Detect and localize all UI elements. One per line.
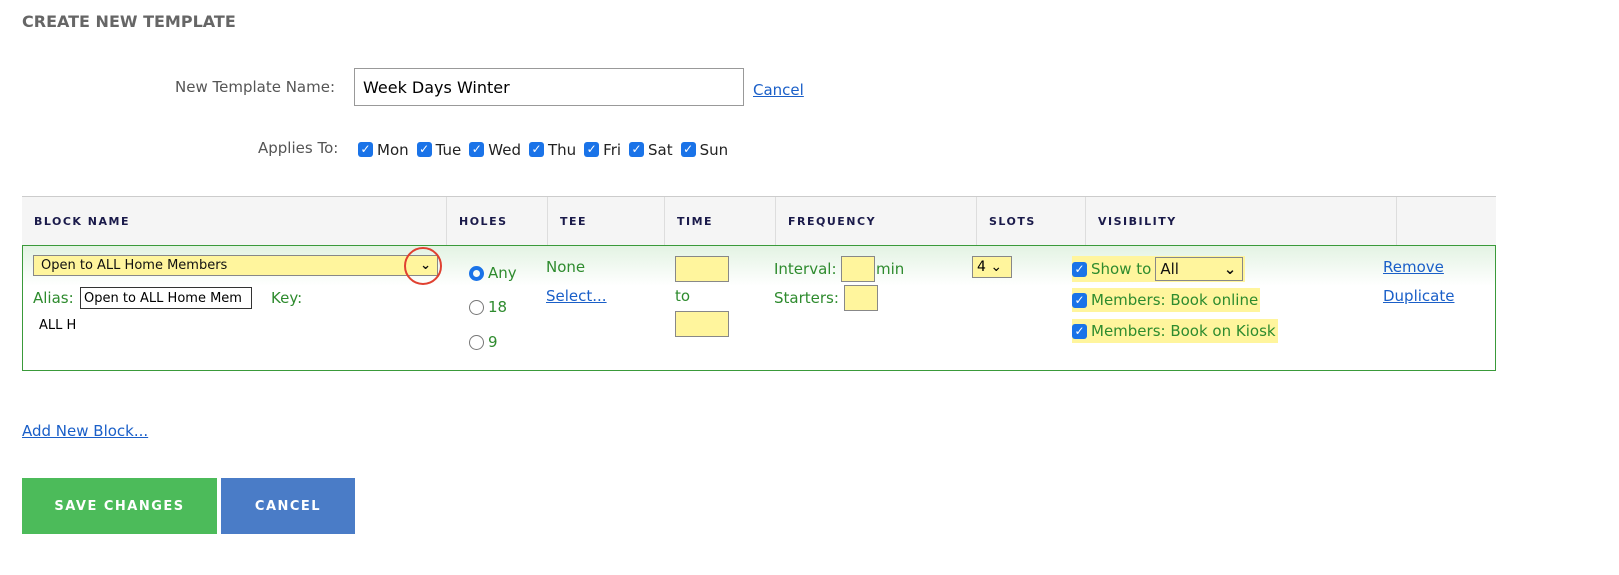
checkbox-icon[interactable]: ✓ [1072, 323, 1087, 339]
alias-label: Alias: [33, 289, 74, 307]
col-frequency: FREQUENCY [775, 196, 977, 246]
checkbox-icon[interactable]: ✓ [584, 142, 600, 157]
remove-link[interactable]: Remove [1383, 258, 1444, 276]
cancel-button[interactable]: CANCEL [221, 478, 355, 534]
day-fri[interactable]: ✓ Fri [584, 141, 621, 159]
alias-input[interactable] [80, 287, 252, 309]
day-thu[interactable]: ✓ Thu [528, 141, 576, 159]
checkbox-icon[interactable]: ✓ [1072, 261, 1087, 277]
key-value: ALL H [39, 318, 77, 333]
save-changes-button[interactable]: SAVE CHANGES [22, 478, 217, 534]
col-block-name: BLOCK NAME [22, 196, 447, 246]
radio-icon[interactable] [469, 335, 484, 350]
day-mon[interactable]: ✓ Mon [358, 141, 409, 159]
book-kiosk-option[interactable]: ✓ Members: Book on Kiosk [1072, 319, 1278, 343]
tee-value: None [546, 258, 586, 276]
interval-input[interactable] [841, 256, 875, 282]
days-group: ✓ Mon ✓ Tue ✓ Wed ✓ Thu ✓ Fri ✓ Sat ✓ Sun [358, 138, 736, 159]
holes-9[interactable]: 9 [469, 333, 498, 351]
checkbox-icon[interactable]: ✓ [1072, 292, 1087, 308]
template-name-input[interactable] [354, 68, 744, 106]
day-sat[interactable]: ✓ Sat [629, 141, 673, 159]
day-tue[interactable]: ✓ Tue [416, 141, 461, 159]
show-to-option[interactable]: ✓ Show to All ⌄ [1072, 256, 1246, 282]
applies-to-label: Applies To: [258, 139, 339, 157]
starters-input[interactable] [844, 285, 878, 311]
annotation-circle [404, 247, 442, 285]
blocks-table: BLOCK NAME HOLES TEE TIME FREQUENCY SLOT… [22, 196, 1496, 246]
col-holes: HOLES [446, 196, 548, 246]
template-name-label: New Template Name: [175, 78, 336, 96]
interval-unit: min [876, 260, 905, 278]
checkbox-icon[interactable]: ✓ [416, 142, 432, 157]
add-block-link[interactable]: Add New Block... [22, 422, 149, 440]
chevron-down-icon: ⌄ [1223, 260, 1237, 278]
chevron-down-icon: ⌄ [990, 259, 1003, 275]
col-time: TIME [664, 196, 776, 246]
day-sun[interactable]: ✓ Sun [680, 141, 728, 159]
checkbox-icon[interactable]: ✓ [680, 142, 696, 157]
tee-select-link[interactable]: Select... [546, 287, 607, 305]
starters-label: Starters: [774, 289, 839, 307]
cancel-link[interactable]: Cancel [753, 81, 804, 99]
show-to-select[interactable]: All ⌄ [1155, 257, 1244, 281]
col-visibility: VISIBILITY [1085, 196, 1397, 246]
block-name-select[interactable]: Open to ALL Home Members ⌄ [33, 255, 438, 276]
col-slots: SLOTS [976, 196, 1086, 246]
day-wed[interactable]: ✓ Wed [469, 141, 521, 159]
slots-select[interactable]: 4 ⌄ [972, 256, 1012, 278]
interval-label: Interval: [774, 260, 837, 278]
col-actions [1396, 196, 1496, 246]
holes-18[interactable]: 18 [469, 298, 507, 316]
time-end-input[interactable] [675, 311, 729, 337]
time-to-label: to [675, 287, 691, 305]
col-tee: TEE [547, 196, 665, 246]
checkbox-icon[interactable]: ✓ [629, 142, 645, 157]
checkbox-icon[interactable]: ✓ [469, 142, 485, 157]
checkbox-icon[interactable]: ✓ [528, 142, 544, 157]
radio-icon[interactable] [469, 266, 484, 281]
checkbox-icon[interactable]: ✓ [358, 142, 373, 157]
key-label: Key: [271, 289, 303, 307]
holes-any[interactable]: Any [469, 264, 517, 282]
block-row: Open to ALL Home Members⌄ Alias: Key: AL… [22, 245, 1496, 371]
book-online-option[interactable]: ✓ Members: Book online [1072, 288, 1261, 312]
duplicate-link[interactable]: Duplicate [1383, 287, 1455, 305]
radio-icon[interactable] [469, 300, 484, 315]
time-start-input[interactable] [675, 256, 729, 282]
page-title: CREATE NEW TEMPLATE [22, 12, 236, 31]
